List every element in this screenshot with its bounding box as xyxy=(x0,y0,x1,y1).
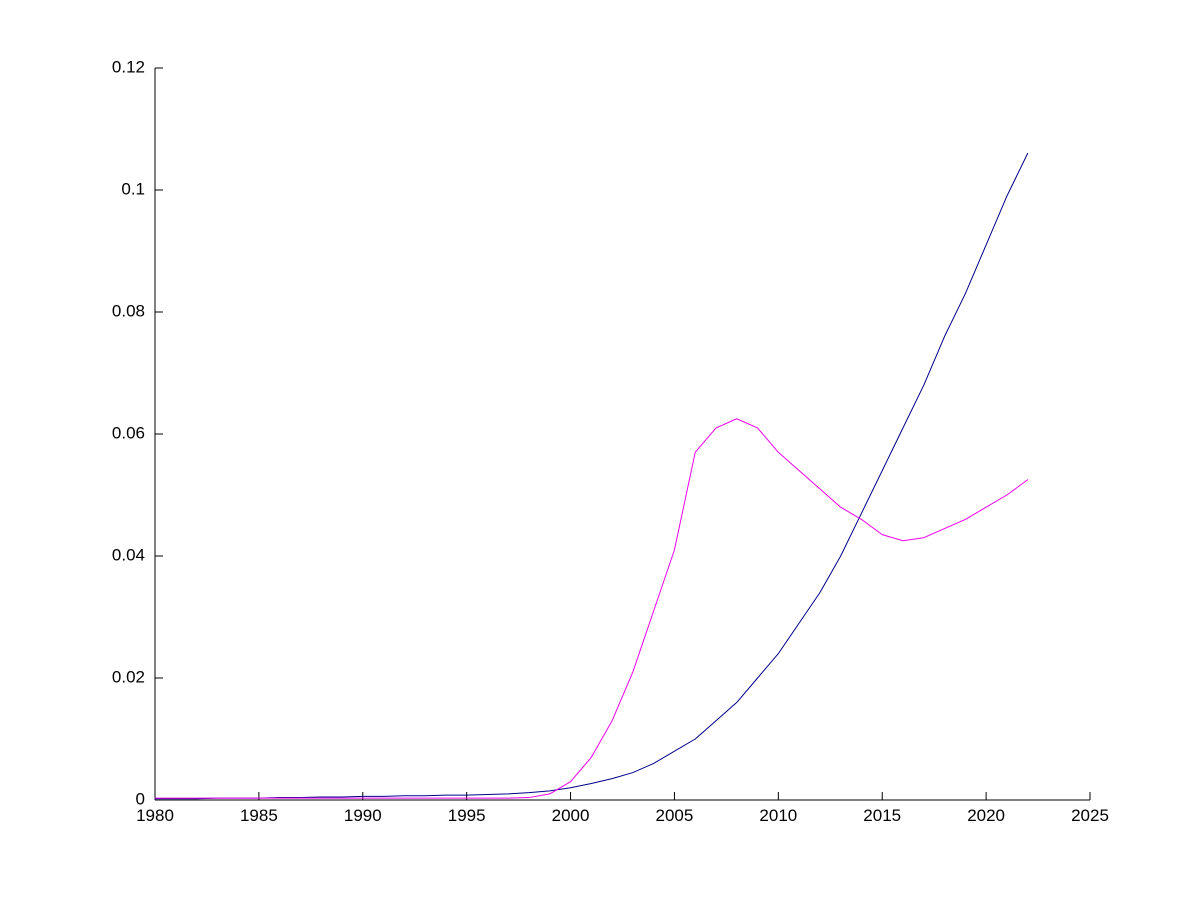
dark-blue-series-line xyxy=(154,152,1029,800)
x-tick-label: 2020 xyxy=(967,806,1005,825)
x-tick-label: 1980 xyxy=(136,806,174,825)
y-tick-label: 0.08 xyxy=(112,301,145,320)
x-tick-label: 2000 xyxy=(552,806,590,825)
tick-labels: 1980 1985 1990 1995 2000 2005 2010 2015 2020 2025… xyxy=(112,57,1109,825)
y-tick-label: 0 xyxy=(136,789,145,808)
x-tick-label: 1985 xyxy=(240,806,278,825)
magenta-series-line xyxy=(154,418,1029,799)
x-tick-label: 2015 xyxy=(863,806,901,825)
x-tick-label: 1995 xyxy=(448,806,486,825)
x-tick-label: 1990 xyxy=(344,806,382,825)
y-tick-label: 0.06 xyxy=(112,423,145,442)
y-tick-label: 0.12 xyxy=(112,57,145,76)
x-tick-label: 2025 xyxy=(1071,806,1109,825)
x-tick-label: 2010 xyxy=(759,806,797,825)
y-tick-label: 0.1 xyxy=(121,179,145,198)
axes xyxy=(154,67,1091,801)
y-tick-label: 0.04 xyxy=(112,545,145,564)
x-tick-label: 2005 xyxy=(656,806,694,825)
plot-series xyxy=(154,152,1029,800)
y-tick-label: 0.02 xyxy=(112,667,145,686)
